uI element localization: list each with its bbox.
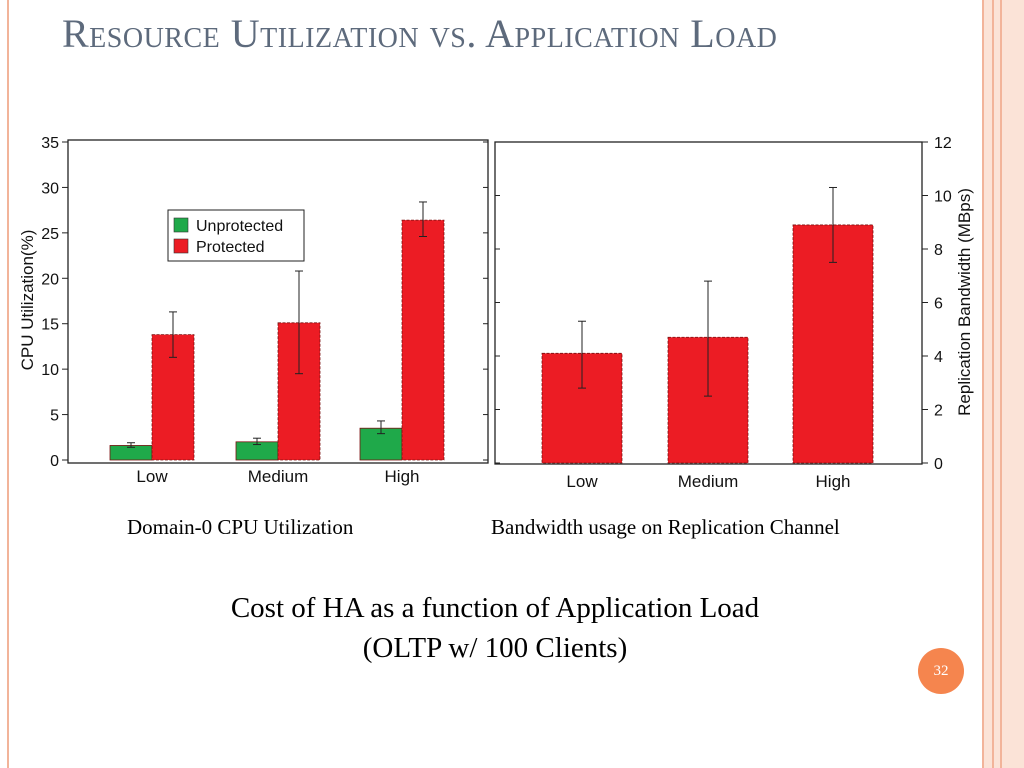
chart-frame-cpu [67, 139, 489, 464]
bar-protected [401, 219, 445, 461]
legend-label-protected: Protected [196, 239, 264, 256]
y-tick-label: 4 [934, 349, 943, 366]
bar-bandwidth [792, 224, 874, 464]
y-tick-label: 20 [41, 271, 59, 288]
y-tick-label: 15 [41, 317, 59, 334]
left-decorative-rule [7, 0, 9, 768]
x-tick-label: Medium [678, 472, 738, 491]
y-axis-label: Replication Bandwidth (MBps) [955, 188, 974, 416]
y-tick-label: 0 [50, 453, 59, 470]
y-tick-label: 25 [41, 226, 59, 243]
y-tick-label: 0 [934, 456, 943, 473]
y-tick-label: 10 [41, 362, 59, 379]
y-tick-label: 12 [934, 135, 952, 152]
legend-swatch-unprotected [173, 217, 189, 233]
subtitle-line-2: (OLTP w/ 100 Clients) [362, 632, 628, 664]
page-number-badge: 32 [918, 648, 964, 694]
y-tick-label: 8 [934, 242, 943, 259]
y-tick-label: 5 [50, 408, 59, 425]
right-decorative-rule-3 [1000, 0, 1002, 768]
x-tick-label: Medium [248, 467, 308, 486]
x-tick-label: High [385, 467, 420, 486]
legend-label-unprotected: Unprotected [196, 218, 283, 235]
chart-caption-cpu: Domain-0 CPU Utilization [127, 515, 354, 539]
x-tick-label: Low [566, 472, 598, 491]
x-tick-label: High [816, 472, 851, 491]
chart-caption-bandwidth: Bandwidth usage on Replication Channel [491, 515, 840, 539]
legend-box [167, 209, 305, 262]
slide-subtitle: Cost of HA as a function of Application … [130, 588, 860, 668]
slide-title: Resource Utilization vs. Application Loa… [62, 11, 778, 56]
right-decorative-rule-2 [992, 0, 994, 768]
y-tick-label: 35 [41, 135, 59, 152]
right-decorative-rule-1 [982, 0, 984, 768]
subtitle-line-1: Cost of HA as a function of Application … [230, 592, 760, 624]
y-tick-label: 2 [934, 403, 943, 420]
legend-swatch-protected [173, 238, 189, 254]
y-axis-label: CPU Utilization(%) [18, 230, 37, 371]
x-tick-label: Low [136, 467, 168, 486]
y-tick-label: 30 [41, 180, 59, 197]
y-tick-label: 6 [934, 296, 943, 313]
right-decorative-band [984, 0, 1024, 768]
y-tick-label: 10 [934, 189, 952, 206]
